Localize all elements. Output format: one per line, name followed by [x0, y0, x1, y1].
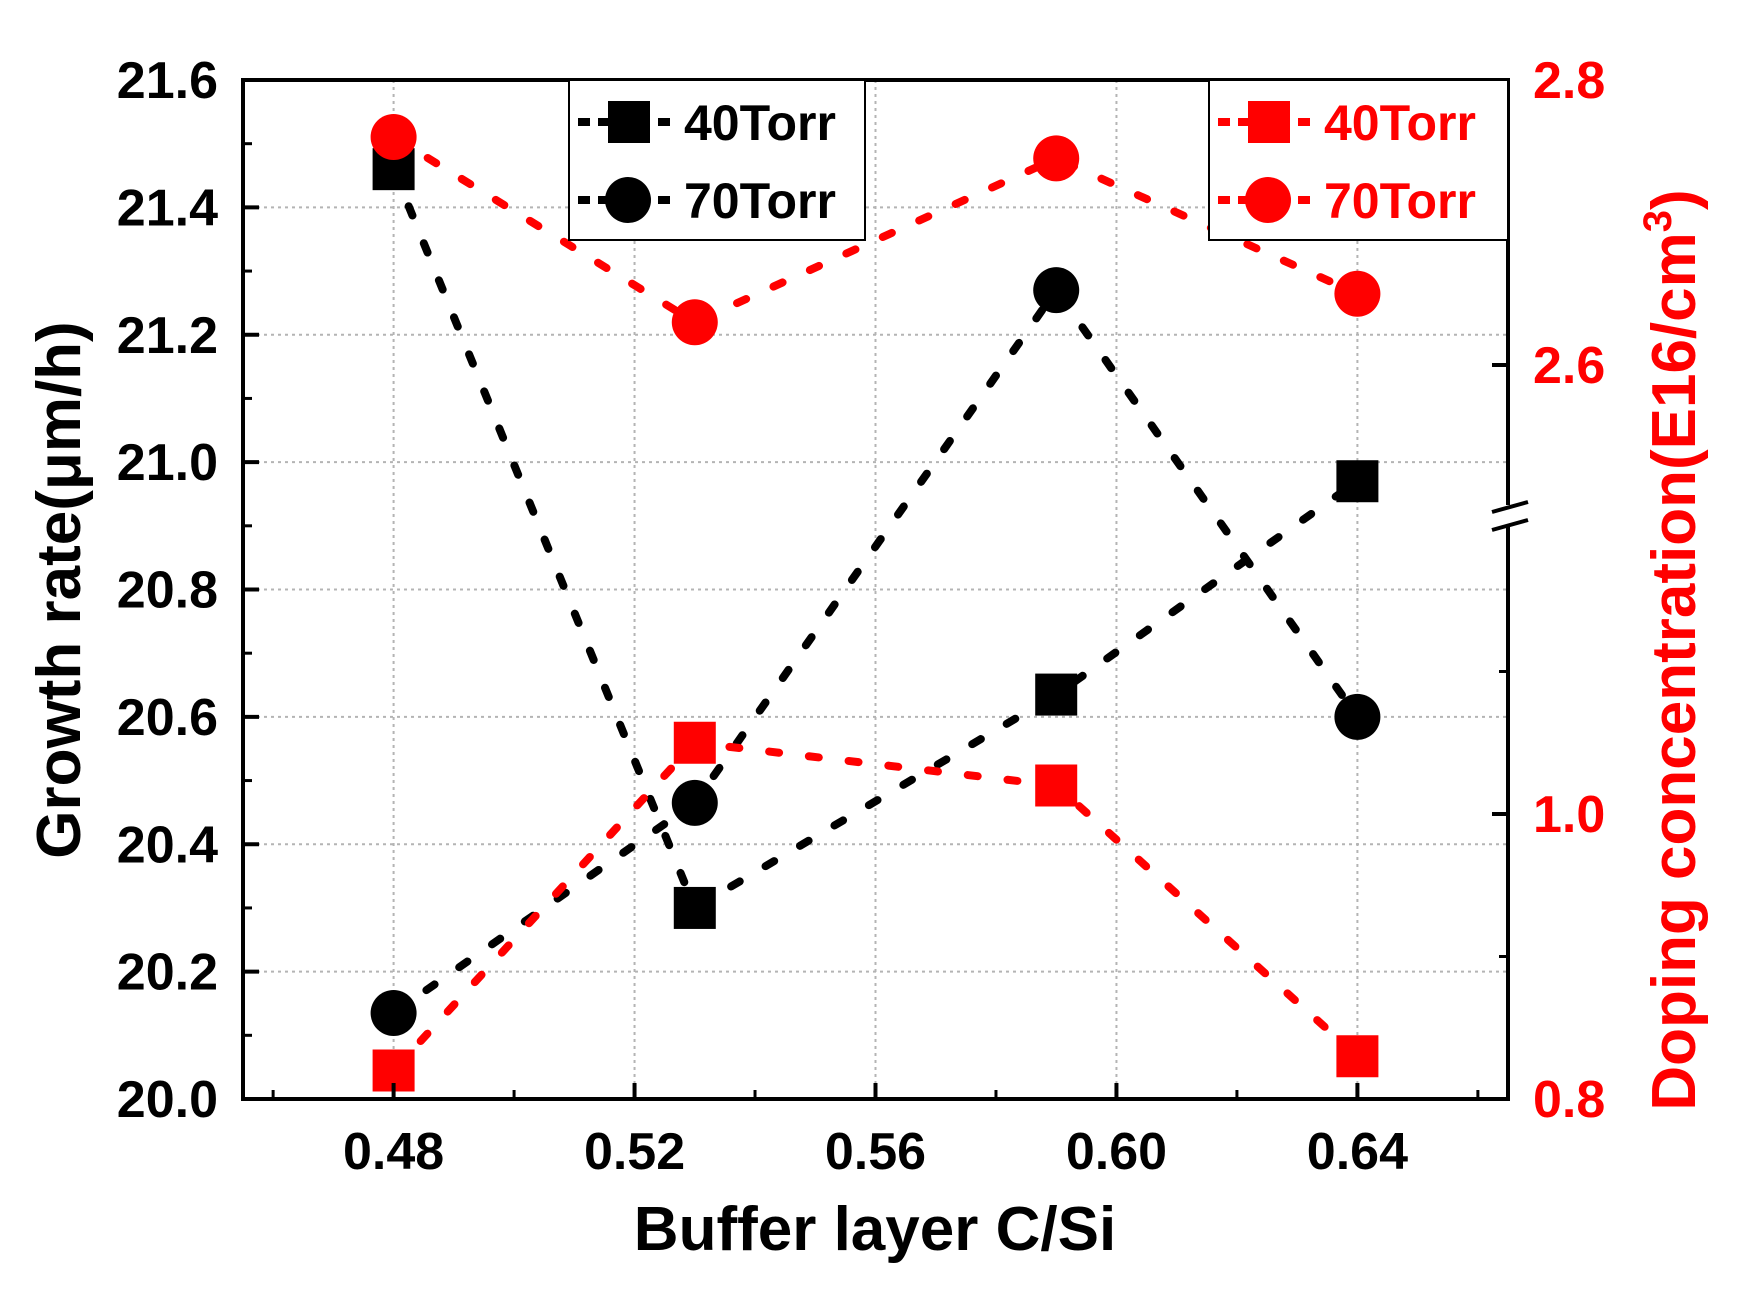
legend-marker-square — [608, 101, 650, 143]
legend-label: 70Torr — [1324, 173, 1476, 229]
y-axis-right: 0.8 1.0 2.6 2.8 — [1492, 52, 1605, 1129]
y-left-tick-label: 21.4 — [117, 179, 218, 237]
x-tick-label: 0.52 — [584, 1123, 685, 1181]
series-line — [389, 165, 1362, 914]
legend-label: 70Torr — [684, 173, 836, 229]
right-axis-break — [1488, 500, 1532, 532]
series-right-70Torr — [370, 114, 1381, 346]
data-point-circle — [370, 114, 417, 160]
y-left-tick-label: 20.6 — [117, 689, 218, 747]
data-point-square — [1035, 764, 1078, 807]
y-left-tick-label: 21.6 — [117, 52, 218, 110]
x-tick-label: 0.56 — [825, 1123, 926, 1181]
data-point-circle — [671, 779, 718, 826]
data-point-circle — [1334, 270, 1381, 317]
legend-marker-square — [1248, 101, 1290, 143]
data-point-circle — [1033, 135, 1080, 182]
y-right-tick-label: 0.8 — [1533, 1071, 1605, 1129]
legend-doping: 40Torr 70Torr — [1208, 79, 1509, 241]
y-right-tick-label: 1.0 — [1533, 786, 1605, 844]
y-left-tick-label: 20.4 — [117, 816, 218, 874]
y-axis-left-title: Growth rate(μm/h) — [25, 321, 94, 858]
legend-marker-circle — [1245, 177, 1291, 223]
y-right-tick-label: 2.8 — [1533, 52, 1605, 110]
data-series — [370, 114, 1381, 1092]
x-axis-title: Buffer layer C/Si — [634, 1195, 1116, 1264]
data-point-circle — [370, 990, 417, 1037]
series-left-70Torr — [370, 267, 1381, 1037]
data-point-square — [1336, 460, 1379, 503]
y-left-tick-label: 21.0 — [117, 434, 218, 492]
x-axis: 0.48 0.52 0.56 0.60 0.64 — [271, 1083, 1480, 1181]
data-point-square — [1035, 673, 1078, 716]
y-right-tick-label: 2.6 — [1533, 337, 1605, 395]
x-tick-label: 0.60 — [1066, 1123, 1167, 1181]
data-point-square — [1336, 1035, 1379, 1078]
grid-lines — [243, 80, 1508, 1099]
data-point-circle — [1033, 267, 1080, 314]
x-tick-label: 0.64 — [1307, 1123, 1408, 1181]
series-left-40Torr — [372, 148, 1379, 929]
data-point-circle — [671, 299, 718, 346]
data-point-circle — [1334, 693, 1381, 740]
series-line — [389, 738, 1362, 1075]
legend-marker-circle — [605, 177, 651, 223]
legend-label: 40Torr — [684, 95, 836, 151]
y-left-tick-label: 21.2 — [117, 307, 218, 365]
legend-label: 40Torr — [1324, 95, 1476, 151]
series-line — [389, 283, 1362, 1018]
y-axis-right-title: Doping concentration(E16/cm3) — [1636, 189, 1709, 1110]
y-axis-left: 20.0 20.2 20.4 20.6 20.8 21.0 21.2 21.4 21.6 — [117, 52, 259, 1129]
data-point-square — [673, 721, 716, 764]
y-left-tick-label: 20.8 — [117, 562, 218, 620]
data-point-square — [673, 886, 716, 929]
y-left-tick-label: 20.2 — [117, 944, 218, 1002]
legend-growth: 40Torr 70Torr — [568, 79, 866, 241]
y-left-tick-label: 20.0 — [117, 1071, 218, 1129]
x-tick-label: 0.48 — [343, 1123, 444, 1181]
